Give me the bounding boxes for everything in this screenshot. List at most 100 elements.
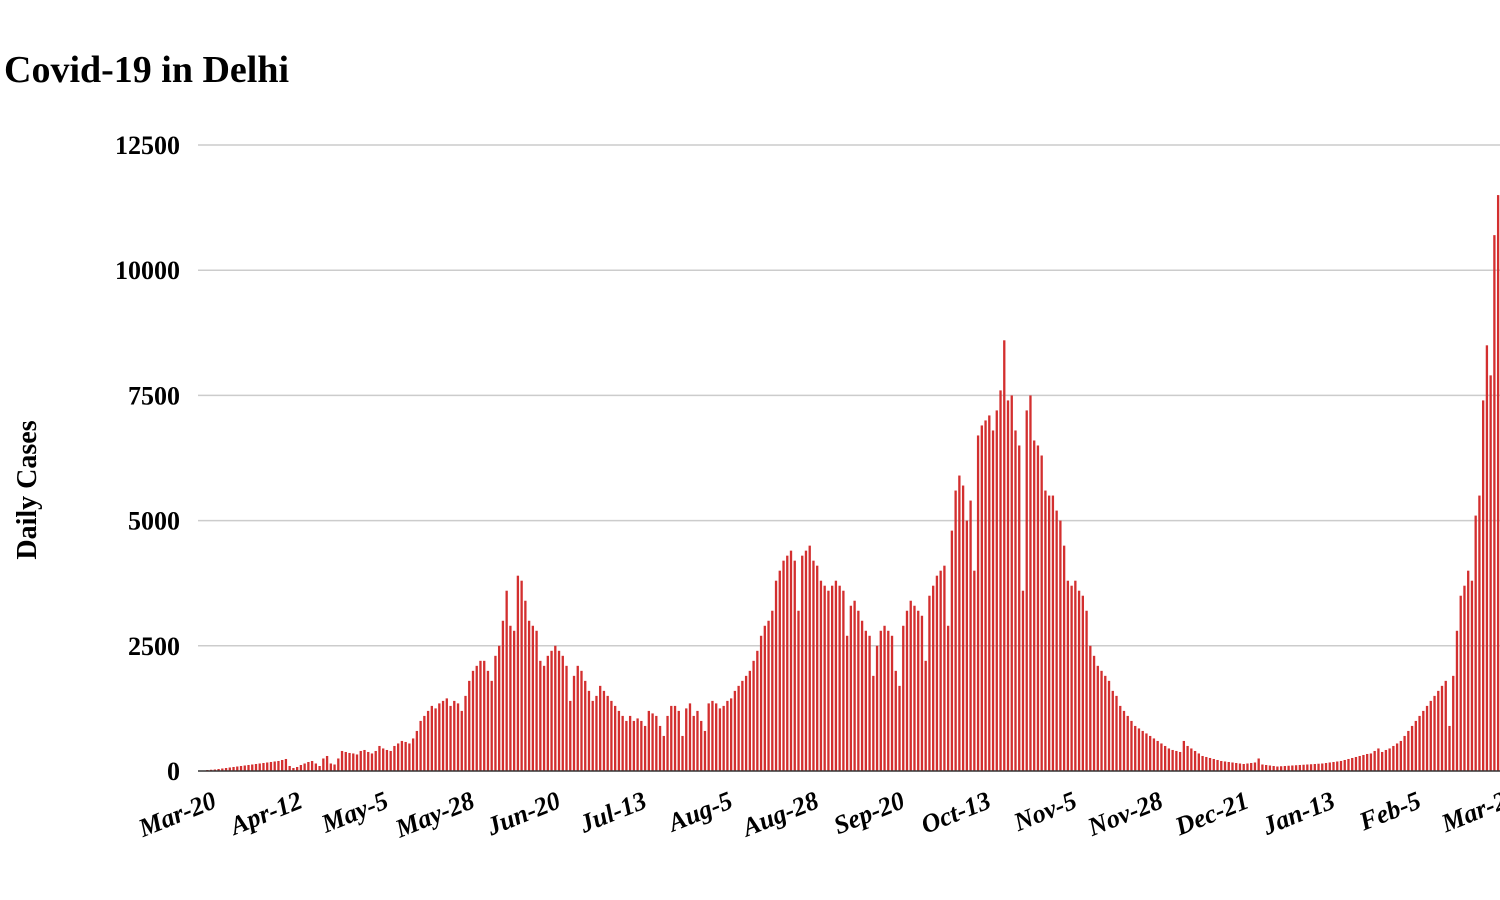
bar [872,675,875,771]
bar [917,610,920,771]
bar [1119,705,1122,771]
bar [1182,740,1186,771]
bar [1077,590,1081,771]
bar [816,565,819,771]
bar [325,755,329,771]
bar [1186,745,1189,771]
bar [486,670,490,771]
bar [617,710,621,771]
bar [531,625,535,771]
bar [299,764,303,771]
y-tick-label: 10000 [115,256,180,285]
bar [262,762,265,771]
y-tick-label: 7500 [128,381,180,410]
bar [236,766,239,771]
bar [1373,750,1376,771]
bar [542,665,546,771]
bar [662,735,665,771]
bar [700,720,703,771]
bar [842,590,845,771]
bar [1298,764,1301,771]
bar [490,680,493,771]
bar [337,758,340,771]
bar [1321,763,1324,771]
bar [1149,735,1152,771]
bar [1033,440,1036,771]
bar [1448,725,1451,771]
bar [640,720,643,771]
bar [729,698,733,771]
bar [1137,728,1141,771]
bar [1287,765,1290,771]
bar [759,635,763,771]
bar [1220,760,1223,771]
bar [1302,764,1305,771]
bar [1107,680,1111,771]
bar [849,605,853,771]
bar [419,720,422,771]
bar [355,754,359,771]
bar [374,750,377,771]
bar [909,600,912,771]
y-axis-label: Daily Cases [12,420,43,559]
bar [1392,745,1395,771]
bar [827,590,830,771]
x-tick-label: Oct-13 [917,786,995,840]
bar [1265,764,1268,771]
bar [1351,757,1354,771]
bar [703,730,707,771]
bar [370,753,374,771]
bar [1021,590,1025,771]
bar [273,761,276,771]
bar [1482,400,1485,771]
bar [819,580,823,771]
bar [1216,759,1219,771]
bar [980,425,983,771]
bar [1332,761,1335,771]
bar [411,738,415,771]
bar [423,715,426,771]
bar [535,630,538,771]
bar [969,500,972,771]
bar [348,752,351,771]
bar [288,765,291,771]
bar [1283,765,1287,771]
bar [1085,610,1088,771]
bar [1014,430,1017,771]
bar [1193,750,1197,771]
bar [1369,753,1373,771]
x-tick-label: May-5 [316,786,392,839]
bar [995,410,998,771]
bar [1261,764,1264,771]
bar [1003,340,1006,771]
x-tick-label: Nov-28 [1083,786,1167,842]
bar [430,705,433,771]
bar [378,745,381,771]
bar [1339,760,1343,771]
bar [587,690,591,771]
bar [397,743,400,771]
bar [426,710,430,771]
bar [1175,750,1178,771]
bar [621,715,624,771]
bar [359,750,362,771]
bar [1156,740,1159,771]
bar [479,660,482,771]
bar [1231,762,1234,771]
bar [1197,753,1200,771]
bar [812,560,815,771]
bar [1066,580,1070,771]
bar [441,700,445,771]
bar [277,760,280,771]
x-tick-label: Jun-20 [482,786,565,842]
bar [1160,743,1163,771]
bar [801,555,804,771]
bar [310,760,314,771]
x-tick-label: Jul-13 [574,786,650,839]
bar [1059,520,1062,771]
bar [501,620,505,771]
bar [363,749,366,771]
bar [505,590,508,771]
bar [883,625,886,771]
bar [445,698,448,771]
